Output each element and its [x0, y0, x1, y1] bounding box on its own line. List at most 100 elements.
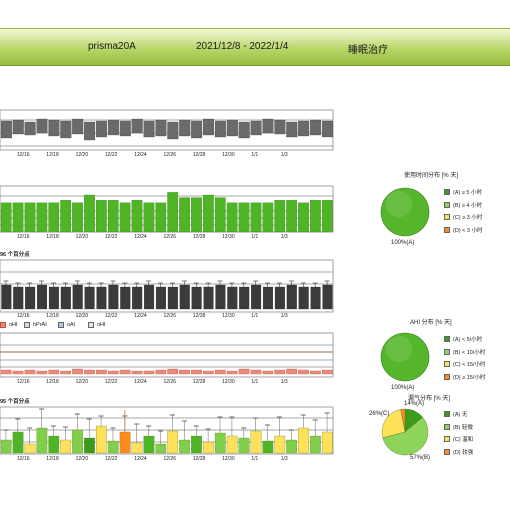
events-bar: [321, 369, 333, 375]
x-tick-label: 12/28: [192, 456, 206, 462]
legend-swatch: [444, 348, 450, 355]
pressure-bar: [286, 284, 297, 310]
events-bar: [143, 370, 155, 375]
usage-time-bar: [155, 119, 167, 137]
usage-time-bar: [131, 118, 143, 134]
pressure-bar: [191, 286, 202, 310]
date-range: 2021/12/8 - 2022/1/4: [196, 41, 289, 52]
usage-hours-bar: [119, 202, 131, 233]
usage-pie-slice-a: [380, 187, 430, 237]
x-tick-label: 12/22: [104, 234, 118, 240]
usage-pie-label: 100%(A): [391, 240, 415, 246]
ahi-pie-slice-a-highlight: [385, 335, 413, 363]
x-tick-label: 12/22: [104, 456, 118, 462]
usage-hours-bar: [95, 200, 107, 233]
x-tick-label: 1/1: [251, 456, 259, 462]
leak-pie-slice-b: [382, 417, 429, 456]
pressure-bar: [274, 286, 285, 310]
legend-swatch: [444, 361, 450, 367]
pressure-bar: [167, 286, 178, 310]
x-tick-label: 12/26: [163, 379, 177, 385]
legend-swatch: [444, 411, 450, 417]
x-tick-label: 12/20: [75, 456, 89, 462]
legend-swatch: [24, 322, 30, 328]
legend-label: (C) < 15/小时: [453, 362, 486, 368]
x-tick-label: 12/28: [192, 152, 206, 158]
usage-time-bar: [321, 120, 333, 138]
legend-item: (A) 无: [444, 410, 467, 418]
legend-item: (C) 温和: [444, 435, 473, 443]
pressure-bar: [72, 284, 83, 310]
leak-bar: [48, 435, 60, 454]
usage-hours-bar: [0, 202, 12, 233]
usage-time-bar: [36, 118, 48, 134]
events-bar: [48, 369, 60, 375]
pressure-bar: [1, 284, 12, 310]
usage-time-bar: [72, 118, 84, 135]
x-tick-label: 1/3: [280, 313, 288, 319]
x-tick-label: 12/16: [17, 456, 30, 462]
usage-hours-bar: [131, 200, 143, 233]
usage-time-bar: [95, 120, 107, 138]
leak-bar: [0, 439, 12, 454]
leak-bar: [310, 435, 321, 454]
usage-time-bar: [84, 121, 96, 141]
usage-hours-bar: [60, 200, 72, 233]
events-legend-oai: oAI: [58, 322, 75, 328]
leak-bar: [179, 439, 190, 454]
usage-time-bar: [250, 120, 262, 136]
events-bar: [274, 369, 286, 375]
leak-bar: [321, 431, 333, 454]
pressure-panel-title: 96 个百分点: [0, 252, 30, 258]
usage-time-bar: [107, 119, 119, 136]
leak-bar: [203, 441, 214, 454]
events-legend-ohi-2: oHI: [88, 322, 106, 328]
leak-bar: [250, 430, 262, 454]
usage-hours-bar: [155, 202, 167, 233]
leak-bar: [238, 437, 250, 454]
report-header: prisma20A 2021/12/8 - 2022/1/4 睡眠治疗: [0, 28, 510, 66]
usage-hours-bar: [298, 202, 309, 233]
legend-item: (A) ≥ 5 小时: [444, 188, 482, 196]
x-tick-label: 12/28: [192, 234, 206, 240]
legend-swatch: [444, 201, 450, 208]
pressure-bar: [48, 286, 59, 310]
leak-bar: [95, 425, 107, 454]
leak-bar: [286, 439, 297, 454]
leak-bar: [107, 440, 119, 454]
x-tick-label: 12/22: [104, 152, 118, 158]
leak-bar: [119, 431, 131, 454]
usage-hours-bar: [12, 202, 24, 233]
x-tick-label: 12/24: [134, 234, 147, 240]
x-tick-label: 12/26: [163, 313, 177, 319]
usage-hours-bar: [286, 200, 297, 233]
usage-time-bar: [119, 120, 131, 137]
leak-bar: [131, 442, 143, 454]
pressure-bar: [13, 286, 24, 310]
legend-swatch: [444, 226, 450, 233]
x-tick-label: 12/30: [222, 313, 235, 319]
x-tick-label: 1/3: [280, 379, 288, 385]
legend-label: (A) 无: [453, 412, 468, 418]
leak-pie-label-b: 57%(B): [410, 455, 431, 461]
leak-bar: [24, 443, 36, 454]
x-tick-label: 12/20: [75, 234, 89, 240]
events-panel-frame: [0, 332, 334, 378]
x-tick-label: 12/20: [75, 313, 89, 319]
usage-time-bar: [143, 120, 155, 138]
events-bar: [286, 368, 297, 375]
ahi-pie-slice-a: [380, 332, 430, 382]
x-tick-label: 1/1: [251, 379, 259, 385]
pressure-bar: [144, 284, 155, 310]
x-tick-label: 1/3: [280, 456, 288, 462]
usage-hours-bar: [72, 202, 83, 233]
x-tick-label: 12/30: [222, 234, 235, 240]
x-tick-label: 12/20: [75, 152, 89, 158]
pressure-bar: [298, 286, 309, 310]
pressure-bar: [310, 286, 321, 310]
usage-time-bar: [48, 119, 60, 137]
leak-bar: [274, 435, 286, 454]
events-bar: [179, 369, 190, 375]
usage-time-bar: [167, 121, 179, 140]
